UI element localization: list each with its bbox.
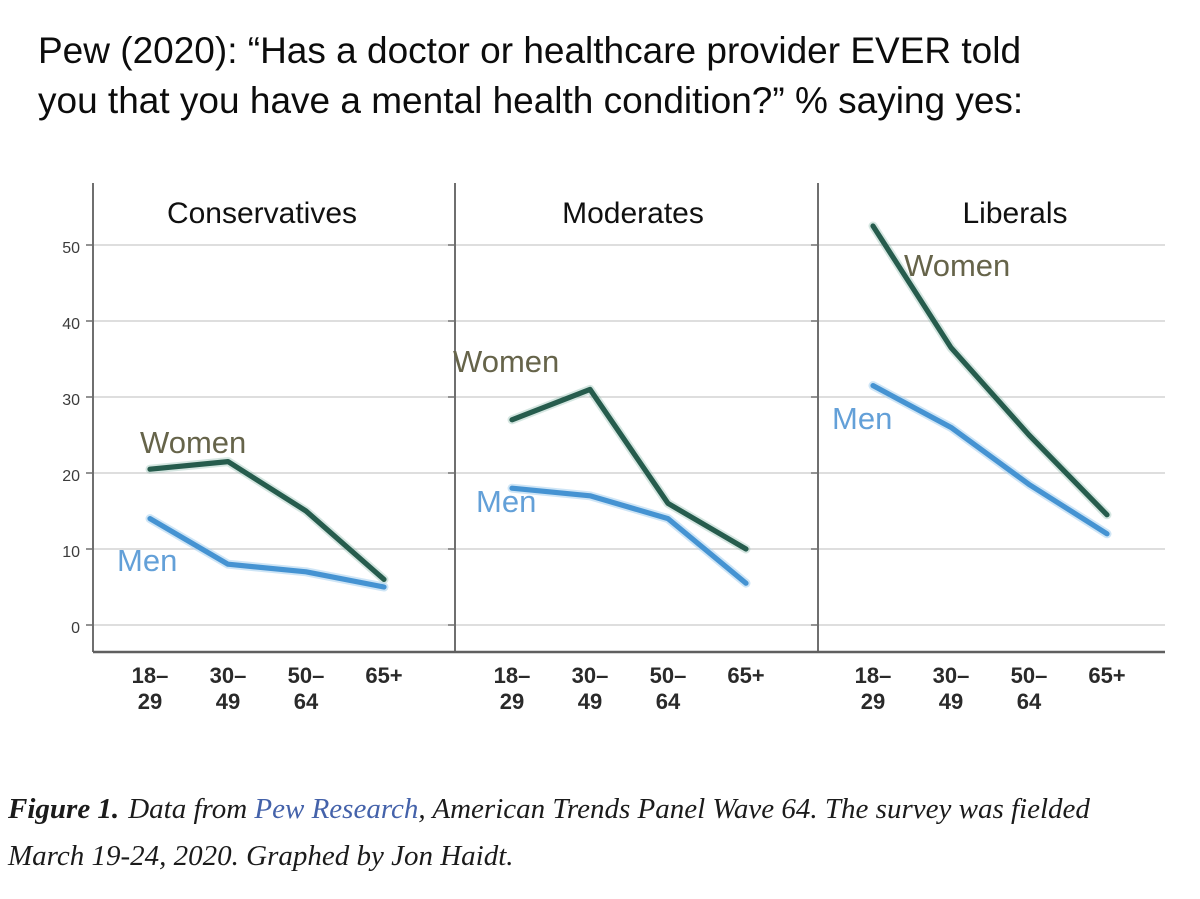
y-tick-label: 40 [62,316,80,333]
men-series-label: Men [832,401,892,436]
y-tick-label: 0 [71,620,80,637]
women-line-halo [507,384,751,554]
women-line [509,386,749,552]
women-line-halo [145,457,389,584]
x-tick-label: 65+ [727,663,764,688]
y-tick-label: 20 [62,468,80,485]
chart-main-title: Pew (2020): “Has a doctor or healthcare … [38,26,1188,126]
x-tick-label: 50– [650,663,687,688]
chart-canvas: Conservatives18–2930–4950–6465+WomenMenM… [62,183,1165,714]
panel-title: Liberals [962,197,1067,230]
x-tick-label: 50– [288,663,325,688]
x-tick-label: 64 [294,689,319,714]
figure-caption-line2: March 19-24, 2020. Graphed by Jon Haidt. [8,839,514,872]
men-series-label: Men [117,543,177,578]
caption-text-after-link: , American Trends Panel Wave 64. The sur… [418,793,1090,825]
men-line [147,516,387,590]
panel-title: Moderates [562,197,704,230]
women-series-label: Women [904,248,1010,283]
y-tick-label: 30 [62,392,80,409]
men-line-halo [507,483,751,588]
men-line [870,383,1110,537]
x-tick-label: 65+ [1088,663,1125,688]
panel-title: Conservatives [167,197,357,230]
x-tick-label: 49 [939,689,963,714]
women-series-label: Women [140,425,246,460]
chart-main-title-line2: you that you have a mental health condit… [38,79,1024,121]
y-tick-label: 50 [62,240,80,257]
figure-caption: Figure 1. Data from Pew Research, America… [8,786,1180,880]
x-tick-label: 29 [500,689,524,714]
x-tick-label: 65+ [365,663,402,688]
x-tick-label: 64 [656,689,681,714]
women-series-label: Women [453,344,559,379]
x-tick-label: 18– [494,663,531,688]
x-tick-label: 18– [855,663,892,688]
x-tick-label: 30– [933,663,970,688]
figure-caption-line1: Figure 1. Data from Pew Research, America… [8,786,1180,833]
three-panel-line-chart: Conservatives 18– 29 30– 49 50– 64 65+ Women Men M… [0,172,1200,732]
men-line [509,485,749,586]
x-tick-label: 29 [138,689,162,714]
pew-research-link[interactable]: Pew Research [254,793,419,825]
x-tick-label: 49 [578,689,602,714]
x-tick-label: 29 [861,689,885,714]
x-tick-label: 30– [572,663,609,688]
y-tick-label: 10 [62,544,80,561]
chart-main-title-line1: Pew (2020): “Has a doctor or healthcare … [38,30,1022,71]
x-tick-label: 64 [1017,689,1042,714]
women-line [870,223,1110,518]
x-tick-label: 18– [132,663,169,688]
x-tick-label: 30– [210,663,247,688]
men-series-label: Men [476,484,536,519]
x-tick-label: 50– [1011,663,1048,688]
caption-text-before-link: Data from [128,793,255,825]
women-line [147,459,387,582]
x-tick-label: 49 [216,689,240,714]
figure-label: Figure 1. [8,793,120,825]
